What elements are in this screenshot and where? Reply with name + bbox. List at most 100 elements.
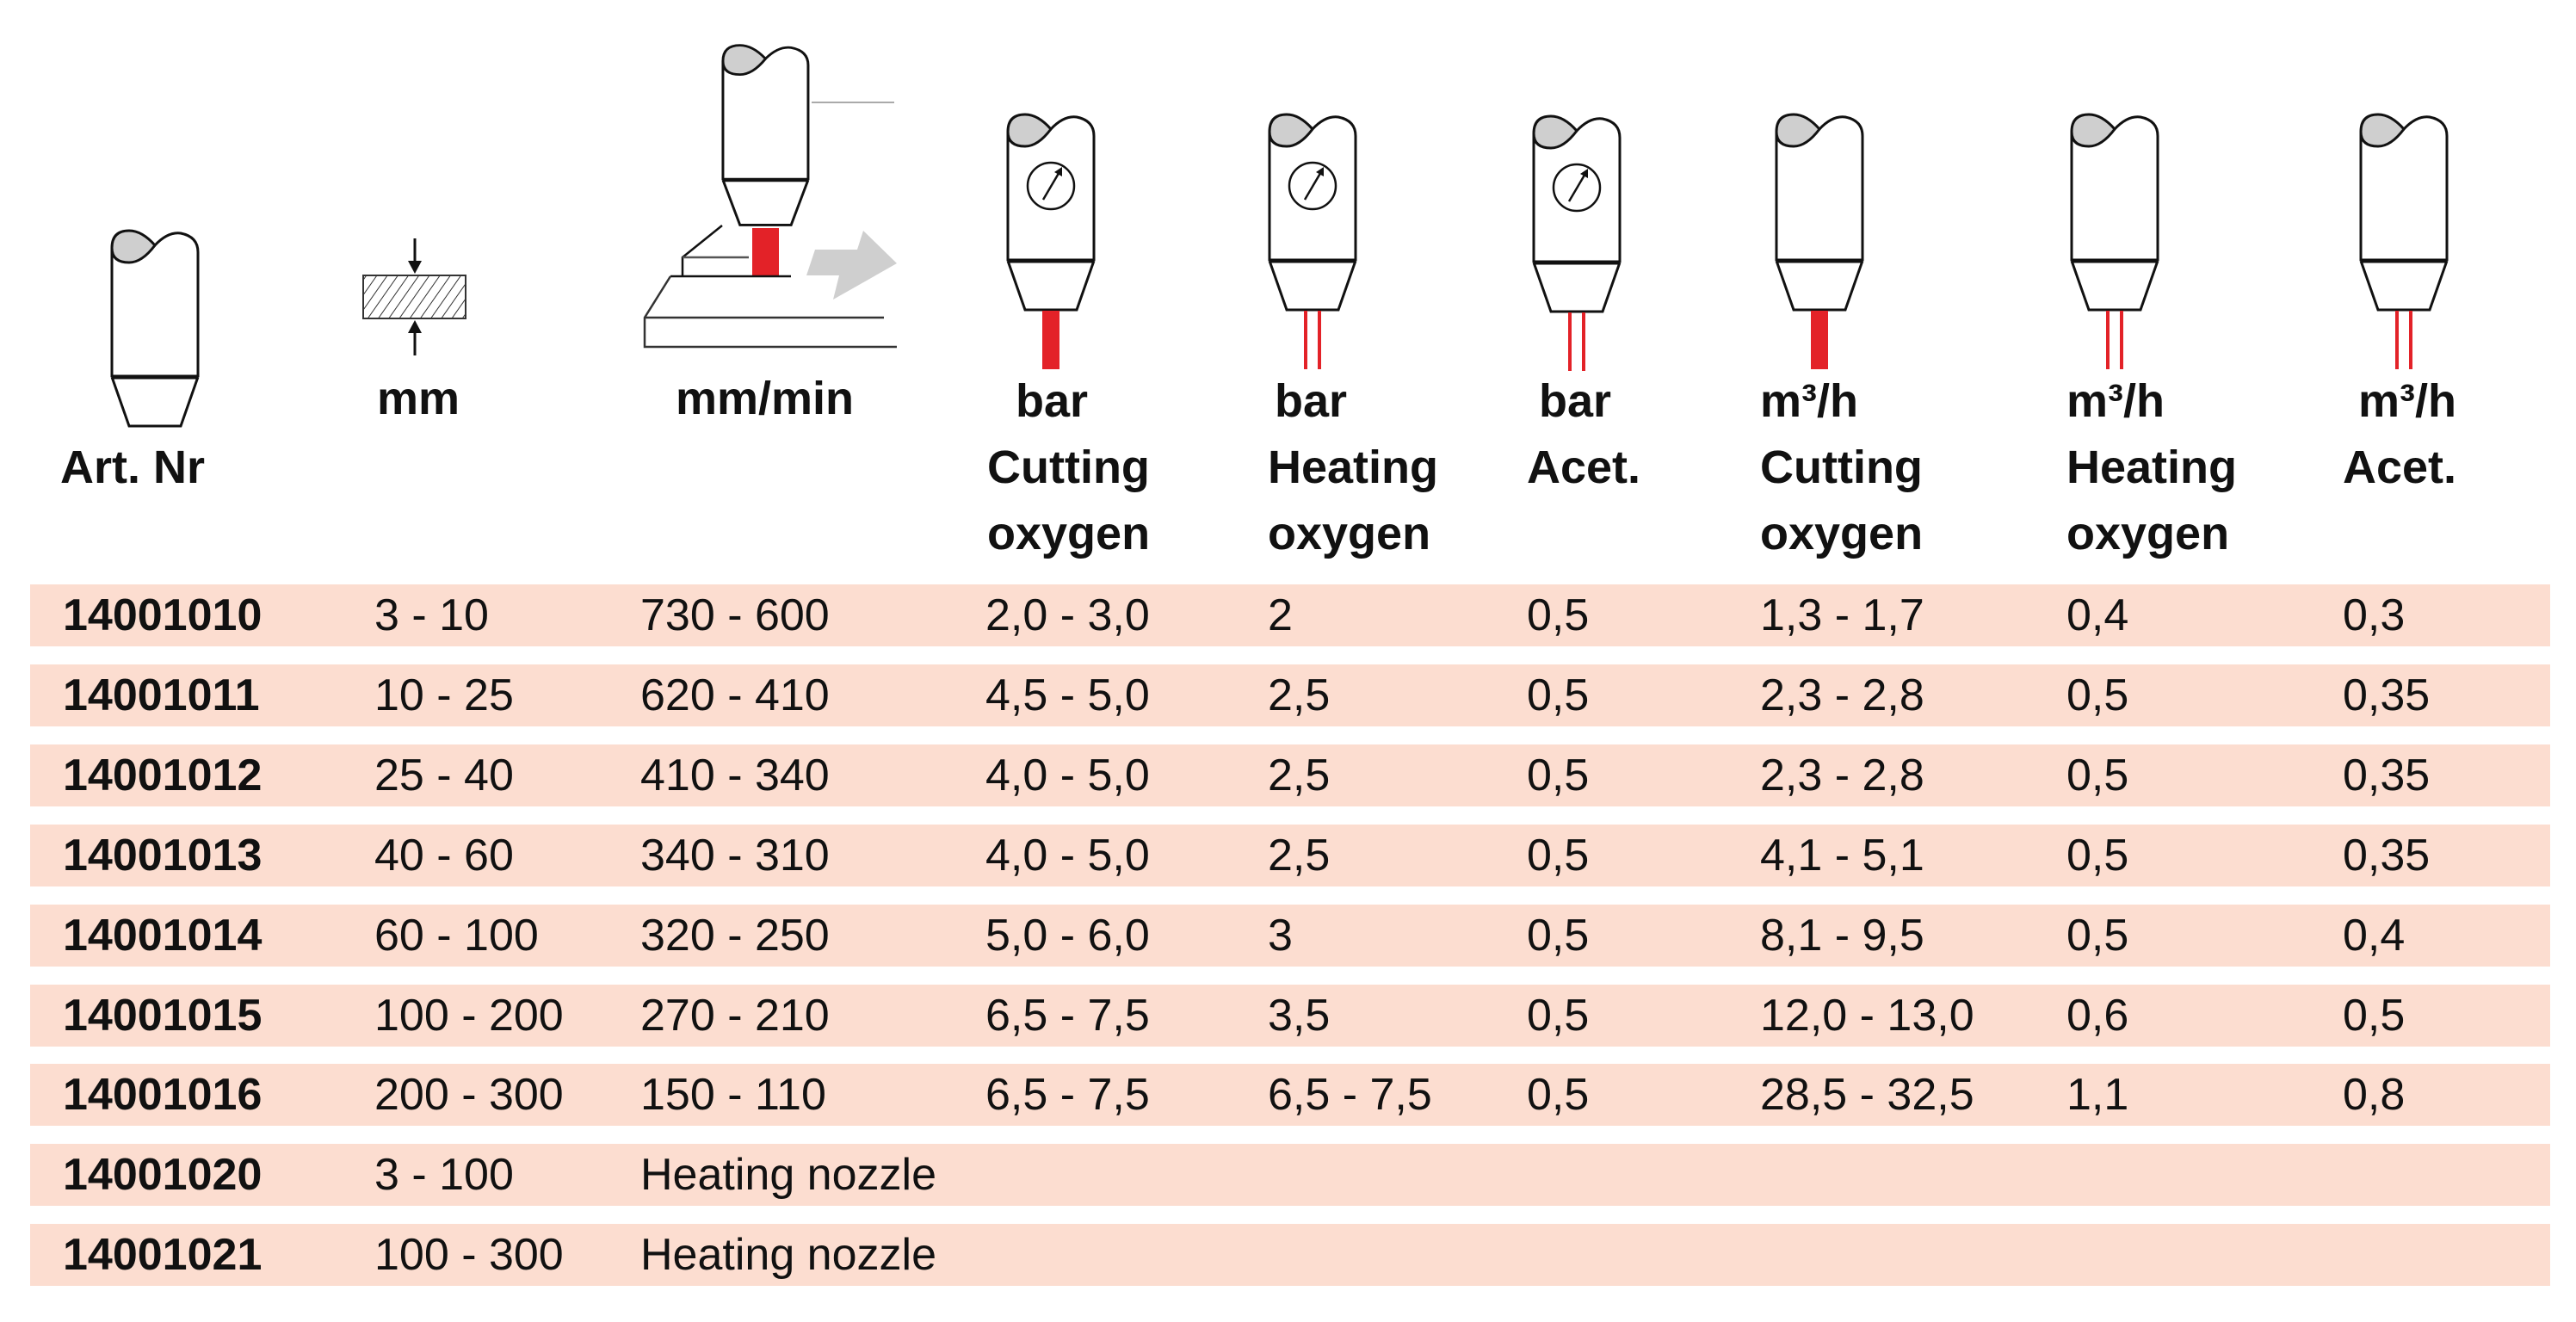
header-unit: bar: [1016, 375, 1089, 427]
cell-acetylene-flow: 0,4: [2343, 910, 2406, 961]
header-acetylene-flow: m³/h Acet.: [2343, 368, 2456, 501]
cell-cutting-oxygen-bar: 6,5 - 7,5: [985, 1070, 1150, 1121]
header-label: Acet.: [2343, 442, 2457, 493]
cell-acetylene-flow: 0,35: [2343, 670, 2431, 720]
cell-thickness: 60 - 100: [374, 910, 539, 961]
torch-cutting-flame-icon: [1772, 110, 1867, 369]
cell-cutting-speed: 410 - 340: [640, 750, 830, 800]
header-label: Cutting: [987, 442, 1150, 493]
header-label: oxygen: [1268, 508, 1431, 559]
cell-cutting-oxygen-bar: 6,5 - 7,5: [985, 990, 1150, 1041]
cell-thickness: 10 - 25: [374, 670, 514, 720]
header-label: Heating: [1268, 442, 1439, 493]
cell-thickness: 3 - 10: [374, 590, 489, 640]
cell-cutting-speed: 320 - 250: [640, 910, 830, 961]
cell-heating-oxygen-flow: 0,5: [2066, 830, 2129, 880]
cell-art-nr: 14001014: [63, 910, 263, 961]
torch-gauge-acetylene-flame-icon: [1529, 112, 1624, 373]
table-row: 14001021 100 - 300 Heating nozzle: [30, 1224, 2550, 1287]
header-thickness-unit: mm: [377, 373, 460, 424]
header-cutting-oxygen-pressure: bar Cutting oxygen: [987, 368, 1150, 567]
cell-thickness: 25 - 40: [374, 750, 514, 800]
cell-cutting-oxygen-bar: 4,0 - 5,0: [985, 830, 1150, 880]
header-unit: bar: [1275, 375, 1348, 427]
cell-heating-oxygen-bar: 3,5: [1268, 990, 1331, 1041]
header-unit: m³/h: [1760, 375, 1858, 427]
cell-cutting-speed: 270 - 210: [640, 990, 830, 1041]
cell-heating-oxygen-bar: 2,5: [1268, 670, 1331, 720]
cell-cutting-oxygen-flow: 4,1 - 5,1: [1760, 830, 1924, 880]
header-unit: bar: [1539, 375, 1612, 427]
cell-cutting-oxygen-bar: 2,0 - 3,0: [985, 590, 1150, 640]
header-label: Heating: [2066, 442, 2238, 493]
cell-cutting-oxygen-bar: 5,0 - 6,0: [985, 910, 1150, 961]
cell-cutting-oxygen-flow: 12,0 - 13,0: [1760, 990, 1974, 1041]
material-thickness-icon: [362, 238, 466, 355]
cell-art-nr: 14001015: [63, 990, 263, 1041]
cell-heating-oxygen-flow: 0,6: [2066, 990, 2129, 1041]
header-label: oxygen: [1760, 508, 1924, 559]
cell-cutting-oxygen-flow: 1,3 - 1,7: [1760, 590, 1924, 640]
cell-cutting-speed: Heating nozzle: [640, 1230, 936, 1281]
cell-cutting-speed: 150 - 110: [640, 1070, 826, 1121]
cell-heating-oxygen-bar: 3: [1268, 910, 1293, 961]
cell-acetylene-bar: 0,5: [1527, 670, 1590, 720]
cell-cutting-oxygen-bar: 4,5 - 5,0: [985, 670, 1150, 720]
table-row: 14001014 60 - 100 320 - 250 5,0 - 6,0 3 0,5 8,…: [30, 904, 2550, 967]
header-label: oxygen: [2066, 508, 2230, 559]
cell-art-nr: 14001013: [63, 830, 263, 880]
cell-art-nr: 14001021: [63, 1230, 263, 1281]
cell-heating-oxygen-bar: 2,5: [1268, 830, 1331, 880]
header-unit: m³/h: [2358, 375, 2456, 427]
cell-cutting-speed: 730 - 600: [640, 590, 830, 640]
header-label: Cutting: [1760, 442, 1923, 493]
cell-acetylene-flow: 0,35: [2343, 830, 2431, 880]
cell-acetylene-flow: 0,3: [2343, 590, 2406, 640]
header-acetylene-pressure: bar Acet.: [1527, 368, 1640, 501]
cell-thickness: 100 - 300: [374, 1230, 564, 1281]
cell-cutting-oxygen-flow: 8,1 - 9,5: [1760, 910, 1924, 961]
table-row: 14001020 3 - 100 Heating nozzle: [30, 1144, 2550, 1207]
cell-cutting-oxygen-flow: 2,3 - 2,8: [1760, 670, 1924, 720]
cell-cutting-oxygen-flow: 28,5 - 32,5: [1760, 1070, 1974, 1121]
cell-heating-oxygen-flow: 0,5: [2066, 750, 2129, 800]
torch-gauge-heating-flame-icon: [1265, 110, 1360, 371]
cell-cutting-oxygen-flow: 2,3 - 2,8: [1760, 750, 1924, 800]
header-label: oxygen: [987, 508, 1151, 559]
header-unit: m³/h: [2066, 375, 2165, 427]
table-row: 14001013 40 - 60 340 - 310 4,0 - 5,0 2,5 0,5 4…: [30, 824, 2550, 886]
header-speed-unit: mm/min: [676, 373, 855, 424]
cell-cutting-oxygen-bar: 4,0 - 5,0: [985, 750, 1150, 800]
cell-heating-oxygen-bar: 2,5: [1268, 750, 1331, 800]
cell-heating-oxygen-bar: 6,5 - 7,5: [1268, 1070, 1432, 1121]
cell-art-nr: 14001016: [63, 1070, 263, 1121]
cell-acetylene-bar: 0,5: [1527, 990, 1590, 1041]
cell-heating-oxygen-bar: 2: [1268, 590, 1293, 640]
header-heating-oxygen-flow: m³/h Heating oxygen: [2066, 368, 2237, 567]
cell-art-nr: 14001011: [63, 670, 260, 720]
header-cutting-oxygen-flow: m³/h Cutting oxygen: [1760, 368, 1923, 567]
cell-cutting-speed: Heating nozzle: [640, 1150, 936, 1201]
cell-acetylene-flow: 0,35: [2343, 750, 2431, 800]
cell-heating-oxygen-flow: 0,5: [2066, 910, 2129, 961]
cutting-speed-icon: [643, 0, 897, 349]
torch-gauge-cutting-flame-icon: [1004, 110, 1098, 369]
torch-acetylene-flame-icon: [2357, 110, 2451, 371]
cell-acetylene-bar: 0,5: [1527, 910, 1590, 961]
header-heating-oxygen-pressure: bar Heating oxygen: [1268, 368, 1438, 567]
cell-acetylene-flow: 0,8: [2343, 1070, 2406, 1121]
cell-art-nr: 14001012: [63, 750, 263, 800]
table-row: 14001011 10 - 25 620 - 410 4,5 - 5,0 2,5 0,5 2…: [30, 664, 2550, 726]
cell-art-nr: 14001010: [63, 590, 263, 640]
table-row: 14001010 3 - 10 730 - 600 2,0 - 3,0 2 0,5 1,3 …: [30, 584, 2550, 646]
cell-cutting-speed: 340 - 310: [640, 830, 830, 880]
header-label: Acet.: [1527, 442, 1641, 493]
table-row: 14001016 200 - 300 150 - 110 6,5 - 7,5 6,5 -…: [30, 1064, 2550, 1127]
cell-heating-oxygen-flow: 1,1: [2066, 1070, 2129, 1121]
cell-heating-oxygen-flow: 0,4: [2066, 590, 2129, 640]
cell-heating-oxygen-flow: 0,5: [2066, 670, 2129, 720]
cell-thickness: 40 - 60: [374, 830, 514, 880]
cell-thickness: 3 - 100: [374, 1150, 514, 1201]
cell-acetylene-bar: 0,5: [1527, 1070, 1590, 1121]
cell-thickness: 200 - 300: [374, 1070, 564, 1121]
